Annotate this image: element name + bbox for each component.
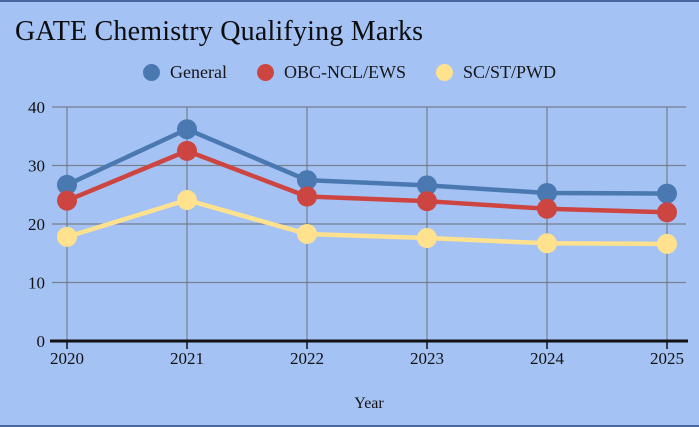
- x-axis-tick-label: 2020: [50, 349, 84, 368]
- series-line-general: [64, 126, 670, 196]
- data-point: [177, 119, 197, 140]
- data-point: [537, 198, 557, 219]
- x-axis-tick-label: 2022: [290, 349, 324, 368]
- legend-item-general: General: [142, 61, 227, 83]
- x-axis-tick-label: 2025: [650, 349, 684, 368]
- legend-swatch-icon: [435, 63, 453, 81]
- x-axis-title: Year: [354, 395, 384, 412]
- data-point: [417, 191, 437, 212]
- y-axis-tick-label: 40: [28, 98, 45, 117]
- data-point: [177, 190, 197, 211]
- data-point: [417, 175, 437, 196]
- legend-item-obc-ncl-ews: OBC-NCL/EWS: [256, 61, 406, 83]
- y-axis-tick-label: 20: [28, 215, 45, 234]
- data-point: [57, 226, 77, 247]
- data-point: [177, 140, 197, 161]
- series-line-sc-st-pwd: [64, 197, 670, 247]
- data-point: [657, 233, 677, 254]
- legend-label: OBC-NCL/EWS: [283, 61, 406, 82]
- data-point: [297, 170, 317, 191]
- data-point: [417, 228, 437, 249]
- chart-title: GATE Chemistry Qualifying Marks: [15, 16, 424, 47]
- data-point: [657, 183, 677, 204]
- y-axis-tick-label: 10: [28, 274, 45, 293]
- x-axis-tick-label: 2021: [170, 349, 204, 368]
- data-point: [57, 190, 77, 211]
- legend-label: SC/ST/PWD: [462, 61, 556, 82]
- data-point: [297, 223, 317, 244]
- legend-item-sc-st-pwd: SC/ST/PWD: [435, 61, 556, 83]
- chart-legend: General OBC-NCL/EWS SC/ST/PWD: [0, 58, 699, 86]
- x-axis-tick-label: 2024: [530, 349, 565, 368]
- data-point: [537, 182, 557, 203]
- series-line-obc-ncl-ews: [64, 148, 670, 215]
- bottom-edge-line: [0, 425, 699, 427]
- legend-swatch-icon: [142, 63, 160, 81]
- data-point: [57, 174, 77, 195]
- top-edge-line: [0, 0, 699, 2]
- legend-label: General: [169, 61, 227, 82]
- y-axis-tick-label: 0: [37, 332, 46, 351]
- data-point: [657, 202, 677, 223]
- data-point: [537, 233, 557, 254]
- data-point: [297, 186, 317, 207]
- y-axis-tick-label: 30: [28, 157, 45, 176]
- legend-swatch-icon: [256, 63, 274, 81]
- x-axis-tick-label: 2023: [410, 349, 444, 368]
